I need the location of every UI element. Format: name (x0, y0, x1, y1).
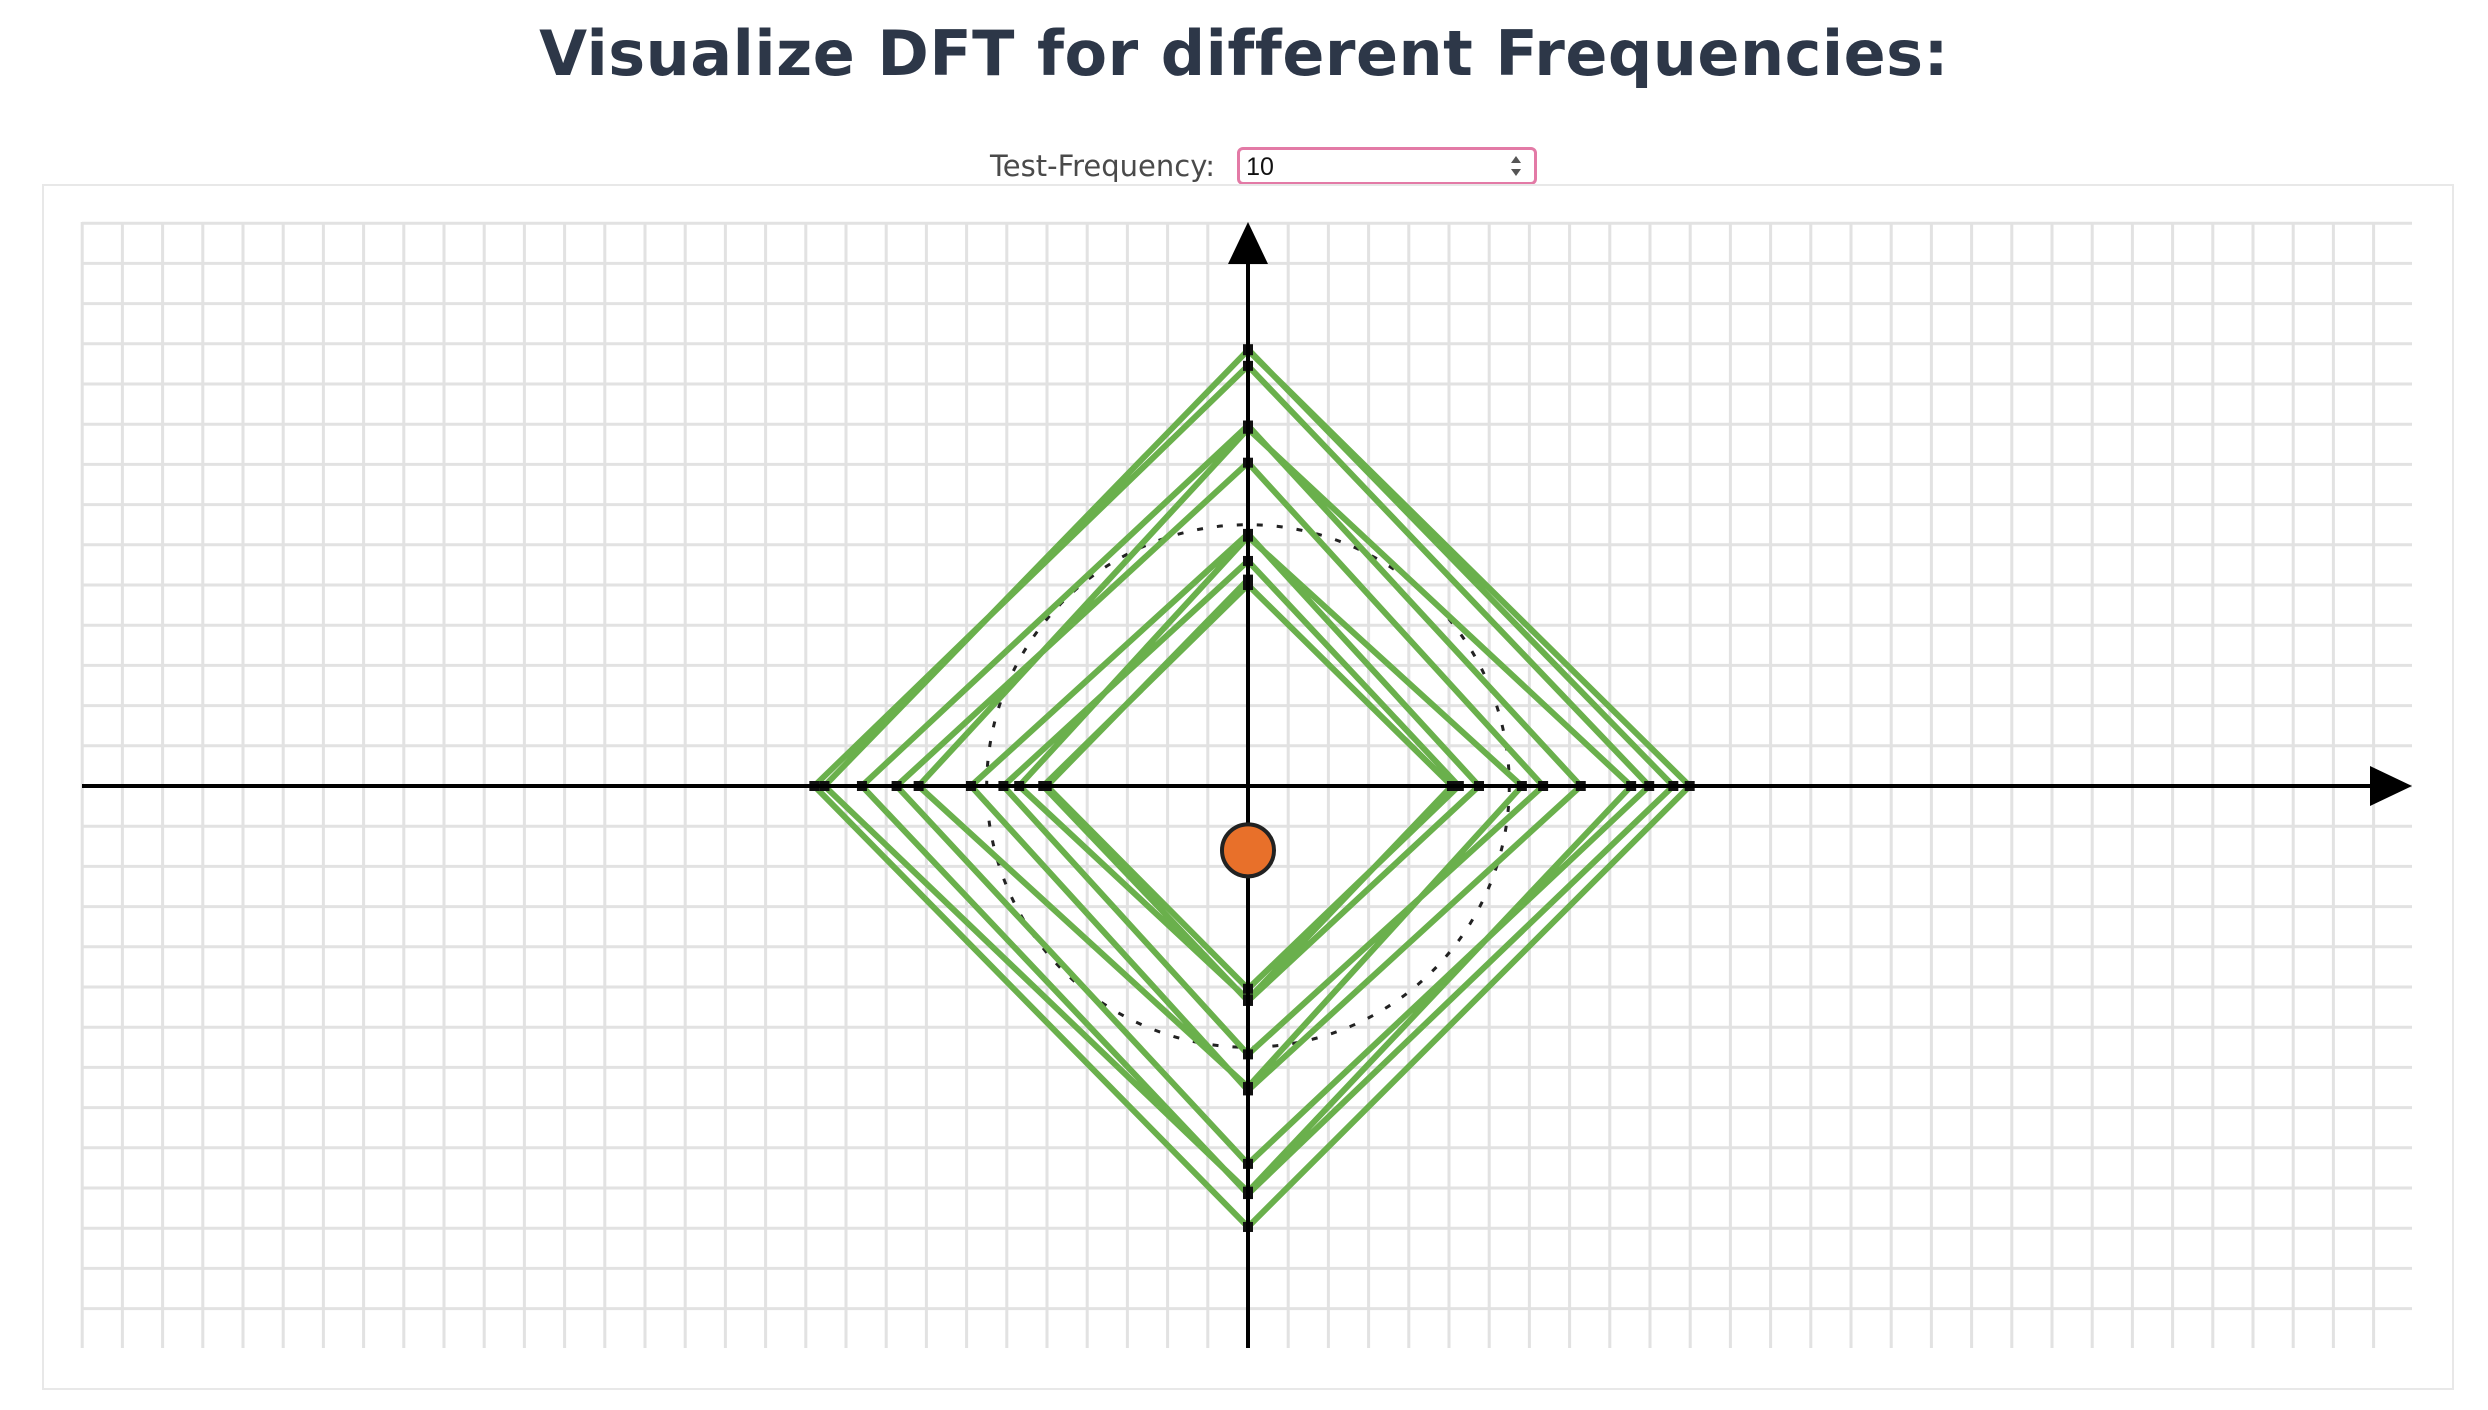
center-of-mass-dot (1220, 822, 1276, 879)
x-axis-arrow-icon (2370, 766, 2412, 806)
center-of-mass (1220, 822, 1276, 879)
y-axis-arrow-icon (1228, 222, 1268, 264)
number-stepper-icon[interactable] (1508, 153, 1524, 179)
frequency-label: Test-Frequency: (990, 149, 1216, 183)
frequency-value: 10 (1246, 153, 1274, 181)
frequency-control: Test-Frequency: 10 (990, 144, 1538, 188)
sample-points (809, 344, 1695, 1232)
page-title: Visualize DFT for different Frequencies: (539, 17, 1949, 90)
canvas-frame (42, 184, 2454, 1390)
axes (82, 222, 2412, 1348)
frequency-input[interactable]: 10 (1237, 147, 1538, 185)
